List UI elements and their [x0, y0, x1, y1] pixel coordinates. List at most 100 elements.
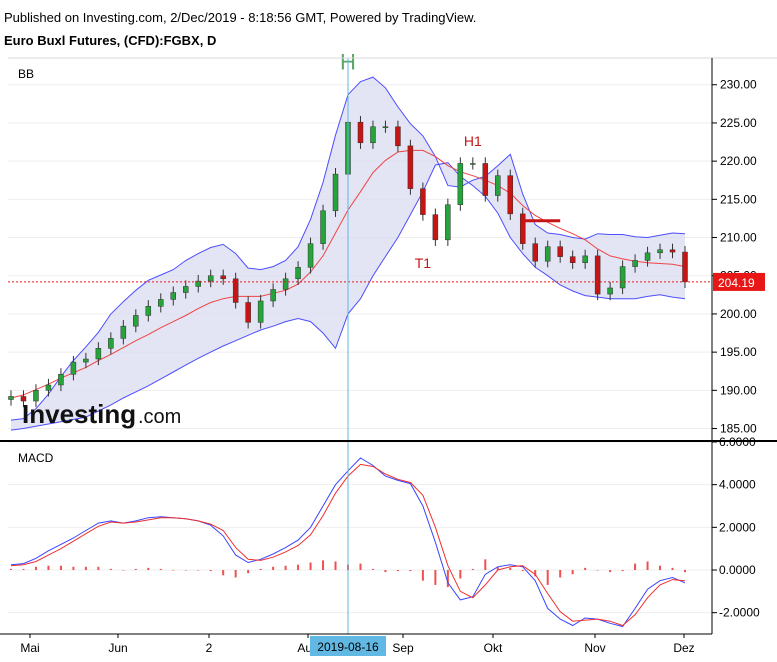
candle-body — [569, 256, 576, 264]
macd-tick-label: 4.0000 — [719, 478, 756, 492]
histogram-bar — [109, 568, 112, 570]
candle-body — [470, 163, 476, 165]
histogram-bar — [222, 570, 225, 576]
histogram-bar — [184, 570, 187, 571]
annotation-label: H1 — [464, 133, 482, 149]
crosshair-date: 2019-08-16 — [317, 640, 379, 654]
candle-body — [432, 214, 439, 241]
histogram-bar — [659, 565, 662, 570]
price-tick-label: 190.00 — [720, 383, 757, 397]
time-tick-label: Sep — [392, 641, 414, 655]
candle-body — [445, 204, 451, 241]
histogram-bar — [521, 570, 524, 572]
candle-body — [420, 188, 426, 215]
candle-body — [133, 315, 139, 327]
histogram-bar — [259, 568, 262, 570]
macd-label: MACD — [18, 451, 54, 465]
candle-body — [307, 243, 314, 268]
candle-body — [195, 280, 201, 287]
candle-body — [395, 126, 401, 147]
histogram-bar — [459, 570, 462, 579]
candle-body — [108, 338, 114, 349]
histogram-bar — [10, 568, 12, 570]
axes: 185.00190.00195.00200.00205.00210.00215.… — [0, 57, 777, 656]
histogram-bar — [359, 563, 362, 570]
symbol-title: Euro Buxl Futures, (CFD):FGBX, D — [4, 33, 217, 48]
histogram-bar — [72, 566, 75, 570]
price-tick-label: 215.00 — [720, 192, 757, 206]
candle-body — [58, 374, 64, 386]
price-tick-label: 210.00 — [720, 231, 757, 245]
candle-body — [320, 210, 326, 244]
histogram-bar — [322, 560, 325, 570]
candle-body — [607, 287, 613, 295]
candle-body — [8, 396, 14, 400]
histogram-bar — [471, 568, 474, 570]
price-tick-label: 200.00 — [720, 307, 757, 321]
histogram-bar — [297, 564, 300, 570]
histogram-bar — [534, 570, 537, 577]
price-tick-label: 185.00 — [720, 422, 757, 436]
histogram-bar — [571, 570, 574, 575]
candle-body — [145, 306, 152, 316]
candle-body — [282, 278, 289, 290]
histogram-bar — [197, 570, 200, 571]
candle-body — [682, 251, 688, 283]
candle-body — [207, 275, 214, 282]
histogram-bar — [621, 570, 624, 572]
histogram-bar — [34, 566, 37, 570]
candle-body — [295, 267, 301, 280]
histogram-bar — [484, 559, 487, 570]
histogram-bar — [59, 565, 62, 570]
histogram-bar — [97, 566, 100, 570]
macd-tick-label: 2.0000 — [719, 520, 756, 534]
histogram-bar — [172, 570, 175, 571]
published-line: Published on Investing.com, 2/Dec/2019 -… — [4, 10, 477, 25]
last-price-tag — [713, 272, 765, 291]
candle-body — [220, 275, 226, 280]
time-tick-label: Mai — [20, 641, 39, 655]
candle-body — [70, 361, 77, 375]
histogram-bar — [446, 570, 449, 588]
candle-body — [457, 163, 464, 205]
macd-pane — [8, 441, 712, 628]
candle-body — [182, 286, 189, 293]
price-tick-label: 225.00 — [720, 116, 757, 130]
histogram-bar — [84, 566, 87, 570]
time-tick-label: Nov — [584, 641, 605, 655]
candle-body — [582, 255, 588, 264]
candle-body — [657, 249, 663, 254]
candle-body — [257, 300, 264, 323]
histogram-bar — [209, 570, 212, 572]
candle-body — [507, 175, 514, 215]
histogram-bar — [159, 568, 162, 570]
price-tick-label: 230.00 — [720, 78, 757, 92]
histogram-bar — [559, 570, 562, 578]
candle-body — [332, 173, 339, 212]
histogram-bar — [671, 567, 674, 570]
histogram-bar — [496, 566, 499, 570]
macd-tick-label: -2.0000 — [719, 606, 760, 620]
histogram-bar — [234, 570, 237, 578]
histogram-bar — [434, 570, 437, 585]
candle-body — [544, 246, 551, 262]
candle-body — [245, 302, 251, 323]
candle-body — [519, 213, 526, 244]
crosshair-date-tag — [310, 636, 386, 656]
candle-body — [357, 121, 364, 144]
histogram-bar — [371, 568, 374, 570]
candle-body — [669, 249, 676, 253]
annotation-label: T1 — [415, 255, 432, 271]
logo-brand: Investing — [22, 399, 136, 429]
time-tick-label: Jun — [108, 641, 127, 655]
candle-body — [20, 396, 27, 402]
candle-body — [632, 260, 638, 267]
histogram-bar — [609, 570, 612, 573]
histogram-bar — [134, 568, 137, 570]
candle-body — [270, 289, 276, 302]
histogram-bar — [147, 567, 150, 570]
candle-body — [495, 175, 501, 196]
logo-suffix: .com — [138, 406, 181, 428]
